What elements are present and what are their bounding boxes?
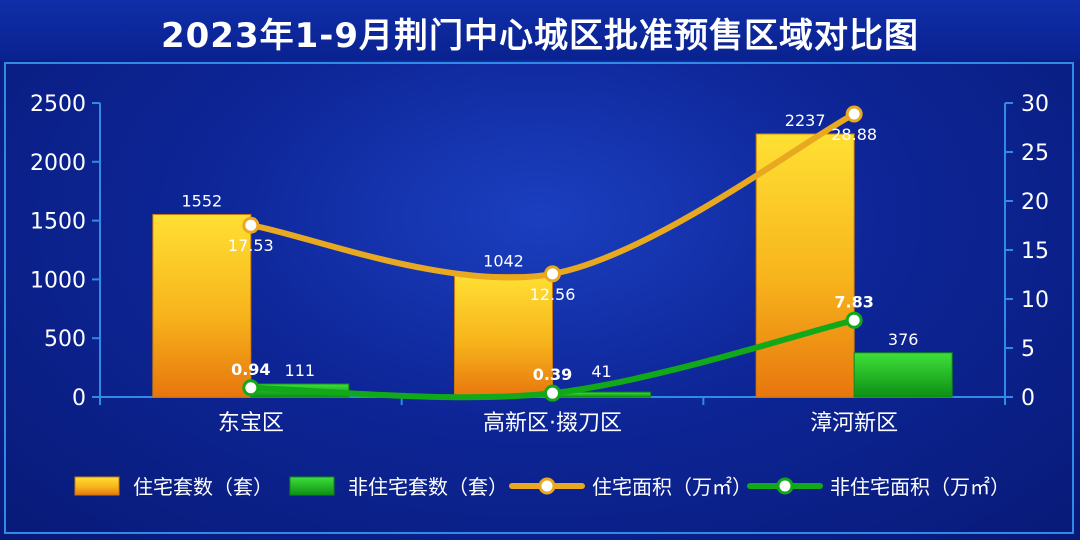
y-right-tick-label: 30 — [1021, 92, 1049, 117]
line-point — [242, 379, 260, 397]
x-tick-label: 东宝区 — [218, 411, 284, 436]
title-bar — [0, 0, 1080, 60]
legend-label: 非住宅面积（万㎡） — [830, 475, 1010, 499]
line-point — [544, 265, 561, 283]
bar-value-label: 41 — [591, 362, 611, 381]
line-point — [544, 384, 561, 402]
line-value-label: 0.39 — [533, 365, 572, 384]
legend-swatch-marker — [538, 477, 556, 495]
y-left-tick-label: 2500 — [30, 92, 86, 117]
bar-value-label: 2237 — [785, 111, 826, 130]
legend-swatch-bar — [289, 476, 335, 496]
y-right-tick-label: 0 — [1021, 386, 1035, 411]
y-right-tick-label: 10 — [1021, 288, 1049, 313]
line-point — [845, 105, 863, 123]
line-value-label: 28.88 — [831, 125, 877, 144]
y-left-tick-label: 1500 — [30, 210, 86, 235]
bar-residential — [755, 133, 855, 398]
legend-swatch-marker — [776, 477, 794, 495]
bar-value-label: 111 — [285, 361, 316, 380]
y-left-tick-label: 500 — [44, 327, 86, 352]
line-value-label: 0.94 — [231, 360, 270, 379]
line-value-label: 12.56 — [530, 285, 576, 304]
line-point — [845, 311, 863, 329]
x-tick-label: 高新区·掇刀区 — [483, 411, 622, 436]
y-right-tick-label: 25 — [1021, 141, 1049, 166]
y-left-tick-label: 2000 — [30, 151, 86, 176]
y-left-tick-label: 1000 — [30, 268, 86, 293]
bar-residential — [152, 213, 252, 398]
bar-residential — [454, 273, 553, 398]
bar-value-label: 1042 — [483, 251, 524, 270]
line-value-label: 17.53 — [228, 236, 274, 255]
bar-value-label: 376 — [888, 330, 919, 349]
bar-value-label: 1552 — [181, 191, 222, 210]
y-left-tick-label: 0 — [72, 386, 86, 411]
chart-frame — [4, 62, 1074, 534]
y-right-tick-label: 20 — [1021, 190, 1049, 215]
chart-title: 2023年1-9月荆门中心城区批准预售区域对比图 — [160, 16, 920, 56]
legend-label: 非住宅套数（套） — [348, 475, 508, 499]
bar-nonresidential — [853, 352, 953, 398]
line-value-label: 7.83 — [834, 292, 873, 311]
legend-label: 住宅面积（万㎡） — [592, 475, 752, 499]
line-point — [242, 216, 260, 234]
legend-label: 住宅套数（套） — [133, 475, 273, 499]
y-right-tick-label: 15 — [1021, 239, 1049, 264]
y-right-tick-label: 5 — [1021, 337, 1035, 362]
legend-swatch-bar — [74, 476, 120, 496]
x-tick-label: 漳河新区 — [810, 411, 898, 436]
